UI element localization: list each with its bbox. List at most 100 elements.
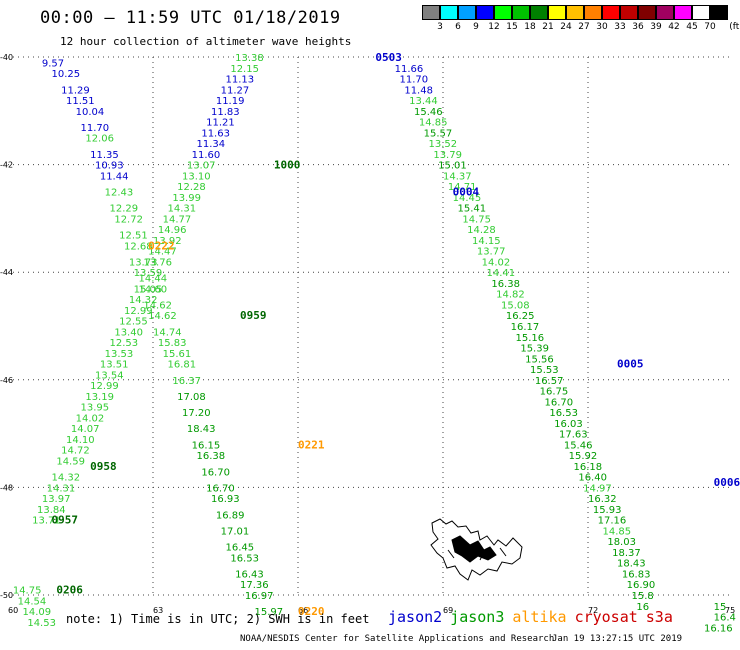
lat-tick-label: -46 xyxy=(0,376,13,385)
wave-height-value: 14.37 xyxy=(443,171,472,182)
wave-height-value: 11.51 xyxy=(66,96,95,107)
wave-height-value: 17.01 xyxy=(221,526,250,537)
wave-height-value: 13.54 xyxy=(95,370,124,381)
wave-height-value: 14.47 xyxy=(148,247,177,258)
wave-height-value: 15.61 xyxy=(163,349,192,360)
wave-height-value: 16.57 xyxy=(535,376,564,387)
legend-bin-label: 27 xyxy=(578,22,590,32)
wave-height-value: 13.95 xyxy=(81,403,110,414)
wave-height-value: 14.15 xyxy=(472,236,501,247)
wave-height-value: 13.51 xyxy=(100,360,129,371)
land-detail xyxy=(451,535,497,563)
wave-height-value: 16.75 xyxy=(540,387,569,398)
wave-height-value: 11.70 xyxy=(400,75,429,86)
wave-height-value: 13.10 xyxy=(182,171,211,182)
wave-height-value: 14.77 xyxy=(163,214,192,225)
wave-height-value: 14.74 xyxy=(153,327,182,338)
legend-swatch xyxy=(674,5,692,20)
wave-height-value: 13.79 xyxy=(433,150,462,161)
wave-height-value: 12.06 xyxy=(85,134,114,145)
wave-height-value: 13.97 xyxy=(42,494,71,505)
legend-bin-label: 18 xyxy=(524,22,536,32)
wave-height-value: 16.45 xyxy=(226,543,255,554)
wave-height-value: 17.16 xyxy=(598,516,627,527)
wave-height-value: 15.46 xyxy=(414,107,443,118)
lon-tick-label: 63 xyxy=(153,606,163,615)
pass-time-label: 0004 xyxy=(453,186,480,199)
wave-height-value: 11.34 xyxy=(197,139,226,150)
wave-height-value: 15.53 xyxy=(530,365,559,376)
wave-height-value: 15.08 xyxy=(501,300,530,311)
wave-height-value: 16.83 xyxy=(622,569,651,580)
legend-swatch xyxy=(458,5,476,20)
pass-time-label: 0957 xyxy=(52,514,79,527)
wave-height-value: 14.62 xyxy=(148,311,177,322)
wave-height-value: 16.90 xyxy=(627,580,656,591)
land-outline xyxy=(430,518,523,581)
pass-time-label: 1000 xyxy=(274,159,301,172)
wave-height-value: 15.8 xyxy=(632,591,654,602)
wave-height-value: 15.93 xyxy=(593,505,622,516)
wave-height-value: 13.53 xyxy=(105,349,134,360)
wave-height-value: 16.93 xyxy=(211,494,240,505)
wave-height-value: 10.04 xyxy=(76,107,105,118)
satellite-name-cryosat: cryosat xyxy=(574,608,638,626)
satellite-name-s3a: s3a xyxy=(645,608,673,626)
wave-height-value: 15.05 xyxy=(134,284,163,295)
wave-height-value: 13.73 xyxy=(129,257,158,268)
legend-swatch xyxy=(422,5,440,20)
wave-height-value: 14.02 xyxy=(482,257,511,268)
wave-height-value: 16.43 xyxy=(235,569,264,580)
legend-swatch xyxy=(548,5,566,20)
wave-height-value: 14.28 xyxy=(467,225,496,236)
wave-height-value: 12.28 xyxy=(177,182,206,193)
lon-tick-label: 66 xyxy=(298,606,308,615)
wave-height-value: 12.15 xyxy=(230,64,259,75)
wave-height-value: 13.84 xyxy=(37,505,66,516)
lon-tick-label: 69 xyxy=(443,606,453,615)
lat-tick-label: -42 xyxy=(0,161,13,170)
satellite-legend: jason2 jason3 altika cryosat s3a xyxy=(388,608,681,626)
wave-height-value: 14.02 xyxy=(76,413,105,424)
wave-height-value: 11.66 xyxy=(395,64,424,75)
wave-height-value: 17.08 xyxy=(177,392,206,403)
wave-height-value: 14.59 xyxy=(56,457,85,468)
wave-height-value: 16.38 xyxy=(491,279,520,290)
wave-height-value: 17.63 xyxy=(559,430,588,441)
wave-height-value: 16.70 xyxy=(201,467,230,478)
wave-height-value: 11.19 xyxy=(216,96,245,107)
wave-height-value: 18.37 xyxy=(612,548,641,559)
land-inlet xyxy=(447,547,507,561)
wave-height-value: 14.72 xyxy=(61,446,90,457)
wave-height-value: 11.44 xyxy=(100,171,129,182)
altimeter-observations: 9.5710.2511.2911.5110.0411.7012.0611.351… xyxy=(13,53,736,634)
pass-time-label: 0221 xyxy=(298,438,325,451)
wave-height-value: 11.27 xyxy=(221,85,250,96)
wave-height-value: 18.03 xyxy=(607,537,636,548)
lat-tick-label: -40 xyxy=(0,53,13,62)
wave-height-value: 10.25 xyxy=(52,69,81,80)
legend-swatch xyxy=(440,5,458,20)
wave-height-value: 14.82 xyxy=(496,290,525,301)
wave-height-value: 14.62 xyxy=(143,300,172,311)
wave-height-value: 14.32 xyxy=(52,473,81,484)
wave-height-value: 16.70 xyxy=(206,483,235,494)
wave-height-value: 14.96 xyxy=(158,225,187,236)
wave-height-value: 15.97 xyxy=(255,607,284,618)
wave-height-value: 12.29 xyxy=(110,204,139,215)
kerguelen-islands-outline xyxy=(430,518,523,581)
wave-height-value: 13.38 xyxy=(235,53,264,64)
footer-note: note: 1) Time is in UTC; 2) SWH is in fe… xyxy=(66,612,370,626)
legend-swatch xyxy=(710,5,728,20)
legend-swatch xyxy=(512,5,530,20)
wave-height-value: 14.31 xyxy=(47,483,76,494)
wave-height-value: 15.57 xyxy=(424,128,453,139)
wave-height-value: 13.59 xyxy=(134,268,163,279)
pass-time-label: 0220 xyxy=(298,605,325,618)
legend-swatch xyxy=(494,5,512,20)
legend-bin-label: 3 xyxy=(437,22,443,32)
wave-height-value: 12.43 xyxy=(105,188,134,199)
wave-height-value: 18.43 xyxy=(617,559,646,570)
wave-height-value: 14.71 xyxy=(448,182,477,193)
wave-height-value: 16.70 xyxy=(545,397,574,408)
